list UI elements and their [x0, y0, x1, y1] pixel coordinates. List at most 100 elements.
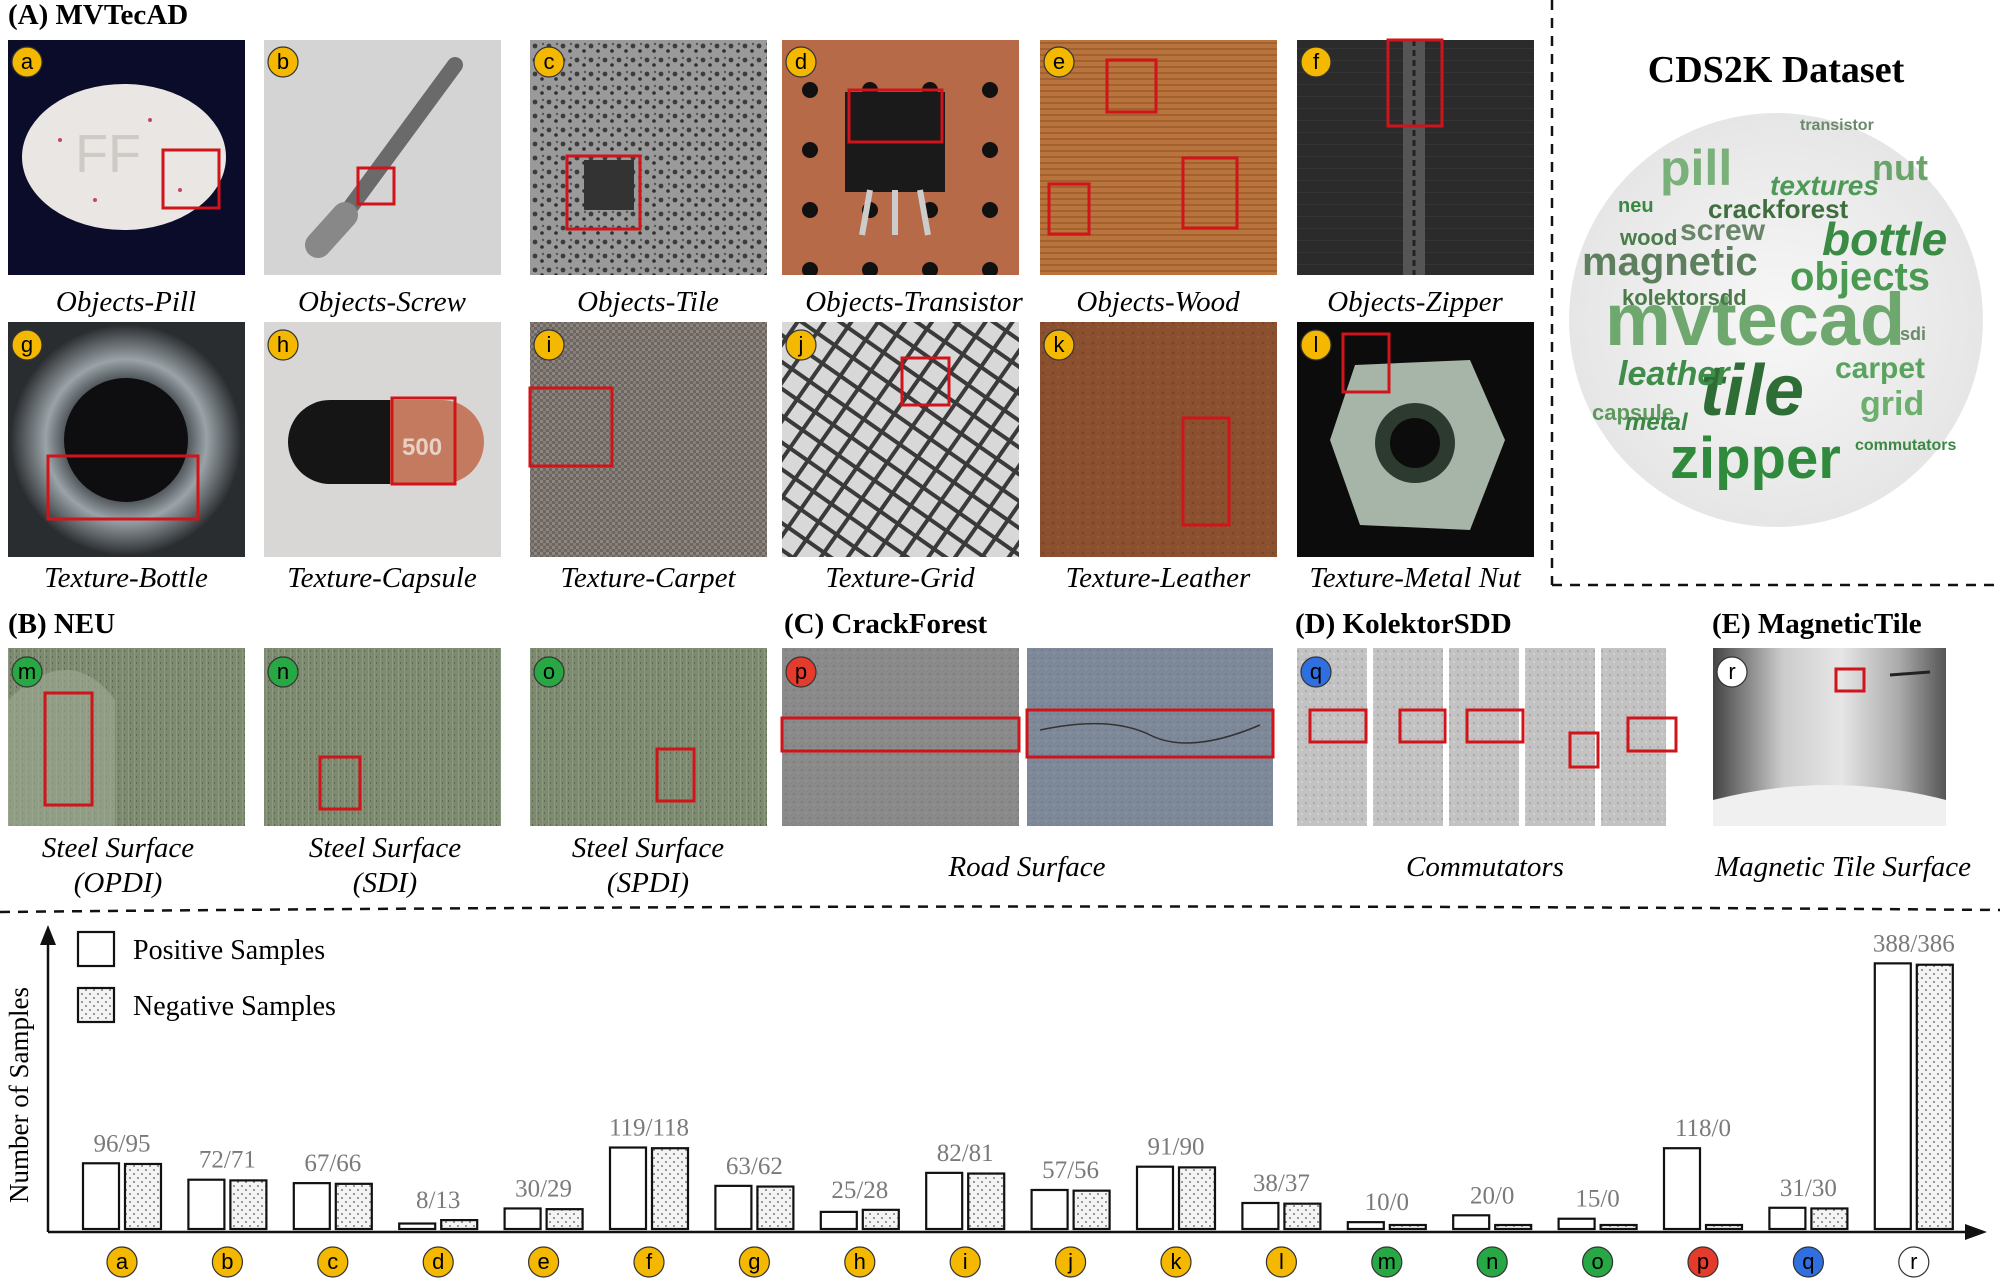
badge-e: e [1043, 46, 1075, 78]
word-textures: textures [1770, 170, 1879, 201]
image-commutators [1297, 648, 1678, 826]
image-road-surface-2 [1025, 648, 1275, 826]
badge-l: l [1300, 329, 1332, 361]
category-badge-r [1898, 1246, 1930, 1278]
badge-n: n [267, 656, 299, 688]
word-wood: wood [1619, 225, 1677, 250]
svg-text:m: m [18, 659, 36, 684]
badge-p: p [785, 656, 817, 688]
category-badge-c [317, 1246, 349, 1278]
section-title-crackforest: (C) CrackForest [784, 608, 988, 640]
bar-positive-j [1030, 1188, 1069, 1231]
bar-negative-i [967, 1172, 1006, 1231]
category-badge-k [1160, 1246, 1192, 1278]
bar-negative-m [1388, 1223, 1427, 1231]
data-label-e: 30/29 [515, 1175, 572, 1202]
category-badge-f [633, 1246, 665, 1278]
caption-steel-spdi-2: (SPDI) [607, 867, 689, 899]
legend-label-negative: Negative Samples [133, 991, 336, 1022]
category-badge-n [1476, 1246, 1508, 1278]
badge-h: h [267, 329, 299, 361]
category-label-o: o [1591, 1249, 1603, 1274]
bar-positive-l [1241, 1201, 1280, 1231]
category-label-h: h [854, 1249, 866, 1274]
bar-positive-h [819, 1210, 858, 1231]
word-pill: pill [1660, 140, 1732, 196]
capsule-imprint: 500 [402, 434, 442, 461]
data-label-m: 10/0 [1365, 1189, 1409, 1216]
bar-positive-r [1873, 962, 1912, 1231]
svg-text:p: p [795, 659, 807, 684]
category-badge-a [106, 1246, 138, 1278]
section-title-kolektor: (D) KolektorSDD [1295, 608, 1512, 640]
svg-text:o: o [543, 659, 555, 684]
caption-commutators: Commutators [1406, 851, 1564, 883]
category-badge-h [844, 1246, 876, 1278]
image-steel-sdi [264, 648, 501, 826]
caption-magnetic-tile: Magnetic Tile Surface [1714, 851, 1971, 883]
word-crackforest: crackforest [1708, 194, 1849, 224]
word-magnetic: magnetic [1582, 240, 1758, 284]
category-label-i: i [963, 1249, 968, 1274]
svg-text:b: b [277, 49, 289, 74]
caption-texture-capsule: Texture-Capsule [287, 562, 477, 594]
category-label-b: b [221, 1249, 233, 1274]
badge-k: k [1043, 329, 1075, 361]
svg-text:FF: FF [75, 124, 141, 184]
image-texture-leather [1040, 322, 1277, 557]
caption-texture-grid: Texture-Grid [825, 562, 975, 594]
data-label-p: 118/0 [1675, 1115, 1731, 1142]
bar-negative-n [1494, 1223, 1533, 1231]
category-label-q: q [1802, 1249, 1814, 1274]
badge-d: d [785, 46, 817, 78]
category-badge-e [527, 1246, 560, 1278]
bar-negative-g [756, 1185, 795, 1231]
chart-y-axis-arrow [40, 925, 56, 945]
svg-text:g: g [21, 332, 33, 357]
image-texture-grid [782, 322, 1019, 557]
image-road-surface-1 [780, 648, 1021, 826]
bar-negative-k [1177, 1166, 1217, 1231]
svg-text:c: c [544, 49, 555, 74]
svg-text:q: q [1310, 659, 1322, 684]
bar-positive-p [1662, 1147, 1702, 1231]
word-sdi: sdi [1900, 324, 1926, 344]
divider-horizontal [0, 905, 2000, 914]
caption-steel-sdi-2: (SDI) [353, 867, 417, 899]
bar-negative-b [229, 1179, 268, 1231]
category-badge-p [1687, 1246, 1719, 1278]
word-grid: grid [1860, 385, 1924, 423]
bar-negative-o [1599, 1223, 1638, 1231]
caption-objects-screw: Objects-Screw [298, 286, 467, 318]
badge-q: q [1300, 656, 1332, 688]
caption-objects-wood: Objects-Wood [1076, 286, 1240, 318]
svg-text:n: n [277, 659, 289, 684]
data-label-c: 67/66 [304, 1150, 361, 1177]
image-texture-capsule: 500 [264, 322, 501, 557]
caption-texture-bottle: Texture-Bottle [44, 562, 208, 594]
word-transistor: transistor [1800, 117, 1874, 134]
category-label-f: f [646, 1249, 653, 1274]
bar-negative-l [1283, 1202, 1322, 1231]
bar-negative-q [1810, 1207, 1849, 1231]
category-label-c: c [327, 1249, 338, 1274]
word-objects: objects [1790, 255, 1930, 299]
badge-a: a [11, 46, 43, 78]
caption-objects-transistor: Objects-Transistor [805, 286, 1023, 318]
bar-negative-a [123, 1162, 163, 1231]
category-label-m: m [1378, 1249, 1396, 1274]
bar-positive-i [925, 1171, 964, 1231]
legend-label-positive: Positive Samples [133, 935, 325, 966]
data-label-i: 82/81 [937, 1140, 994, 1167]
bar-positive-o [1557, 1217, 1596, 1231]
word-zipper: zipper [1670, 426, 1841, 491]
bar-negative-d [440, 1218, 479, 1231]
bar-positive-g [714, 1184, 753, 1231]
legend-swatch-negative [76, 986, 116, 1024]
category-badge-q [1792, 1246, 1825, 1278]
svg-text:d: d [795, 49, 807, 74]
chart-y-axis-label: Number of Samples [4, 987, 34, 1203]
svg-text:l: l [1314, 332, 1319, 357]
wordcloud-title: CDS2K Dataset [1648, 49, 1905, 91]
